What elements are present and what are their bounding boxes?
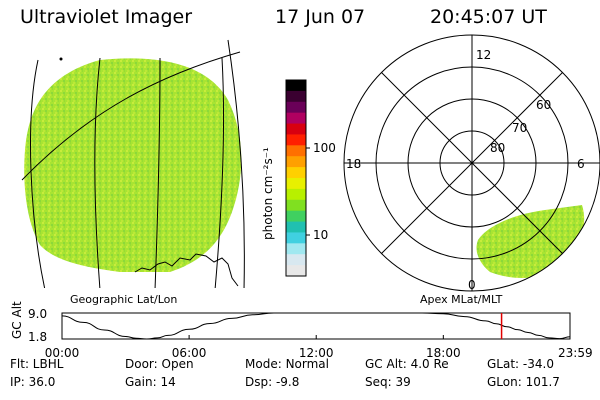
mlt-label-bottom: 0	[468, 278, 476, 292]
colorbar-segment	[286, 188, 306, 201]
colorbar-segment	[286, 80, 306, 92]
status-field: Flt: LBHL	[10, 357, 63, 371]
colorbar-segment	[286, 178, 306, 190]
status-field-value: LBHL	[28, 357, 64, 371]
geographic-caption: Geographic Lat/Lon	[70, 293, 177, 306]
pole-marker	[59, 57, 63, 61]
status-field-value: 36.0	[24, 375, 56, 389]
geographic-panel	[21, 39, 245, 288]
colorbar-segment	[286, 265, 306, 277]
status-field-label: Seq:	[365, 375, 392, 389]
latitude-label-60: 60	[536, 98, 551, 112]
colorbar-segment	[286, 101, 306, 114]
colorbar-tick-100: 100	[313, 141, 336, 155]
status-field-label: GLat:	[487, 357, 520, 371]
coastline	[134, 253, 239, 287]
status-field: GLat: -34.0	[487, 357, 554, 371]
colorbar-segment	[286, 123, 306, 136]
polar-axis	[381, 72, 563, 254]
colorbar-segment	[286, 243, 306, 255]
status-field-label: IP:	[10, 375, 25, 389]
colorbar-segment	[286, 199, 306, 212]
altitude-series-line	[61, 312, 571, 340]
colorbar-title-wrap: photon cm⁻²s⁻¹	[261, 147, 281, 260]
date-label: 17 Jun 07	[275, 6, 366, 28]
colorbar	[285, 79, 310, 277]
x-tick-label: 23:59	[558, 346, 593, 360]
colorbar-tick-10: 10	[313, 228, 329, 242]
status-field-label: Gain:	[125, 375, 157, 389]
latitude-label-80: 80	[490, 141, 505, 155]
status-field: Mode: Normal	[245, 357, 329, 371]
colorbar-segment	[286, 254, 306, 266]
status-field-label: GLon:	[487, 375, 522, 389]
time-label: 20:45:07 UT	[430, 6, 547, 28]
y-tick-label: 9.0	[28, 307, 47, 321]
colorbar-frame	[285, 79, 307, 277]
status-field-label: Flt:	[10, 357, 29, 371]
status-field-label: GC Alt:	[365, 357, 407, 371]
latitude-label-70: 70	[512, 121, 527, 135]
colorbar-title: photon cm⁻²s⁻¹	[261, 147, 275, 240]
graticule-line	[227, 39, 245, 288]
colorbar-segment	[286, 221, 306, 234]
status-field-value: 14	[156, 375, 176, 389]
altitude-timeline: 00:00 06:00 12:00 18:00 23:59	[45, 312, 593, 360]
colorbar-segment	[286, 90, 306, 103]
colorbar-segment	[286, 156, 306, 168]
instrument-title: Ultraviolet Imager	[20, 6, 193, 28]
y-tick-label: 1.8	[28, 330, 47, 344]
colorbar-segment	[286, 145, 306, 157]
status-field: Seq: 39	[365, 375, 411, 389]
status-field-value: 101.7	[521, 375, 560, 389]
status-field: GC Alt: 4.0 Re	[365, 357, 449, 371]
graticule-line	[21, 51, 241, 181]
status-field: IP: 36.0	[10, 375, 55, 389]
mlt-label-top: 12	[476, 48, 491, 62]
status-field-value: -9.8	[272, 375, 300, 389]
colorbar-segment	[286, 167, 306, 179]
x-tick-label: 18:00	[426, 346, 461, 360]
status-field-label: Dsp:	[245, 375, 273, 389]
colorbar-segment	[286, 210, 306, 223]
status-field: Door: Open	[125, 357, 194, 371]
status-field: Gain: 14	[125, 375, 176, 389]
status-field-value: Normal	[281, 357, 329, 371]
status-field-label: Door:	[125, 357, 158, 371]
x-tick-label: 00:00	[45, 346, 80, 360]
earth-disk	[24, 58, 242, 273]
colorbar-segment	[286, 134, 306, 146]
status-field-value: Open	[157, 357, 194, 371]
status-field-value: -34.0	[519, 357, 554, 371]
graticule-line	[154, 57, 161, 288]
y-axis-title: GC Alt	[10, 301, 24, 339]
polar-caption: Apex MLat/MLT	[420, 293, 503, 306]
status-field: Dsp: -9.8	[245, 375, 299, 389]
x-tick-label: 12:00	[299, 346, 334, 360]
status-field-label: Mode:	[245, 357, 282, 371]
mlt-label-left: 18	[346, 157, 361, 171]
x-tick-label: 06:00	[172, 346, 207, 360]
status-field-value: 4.0 Re	[406, 357, 449, 371]
colorbar-segment	[286, 112, 306, 125]
colorbar-segment	[286, 232, 306, 244]
graticule-line	[94, 57, 101, 288]
polar-plot: 12 18 6 0 60 70 80	[343, 34, 600, 292]
mlt-label-right: 6	[577, 157, 585, 171]
status-field: GLon: 101.7	[487, 375, 560, 389]
status-field-value: 39	[391, 375, 411, 389]
auroral-emission-region	[476, 205, 585, 278]
